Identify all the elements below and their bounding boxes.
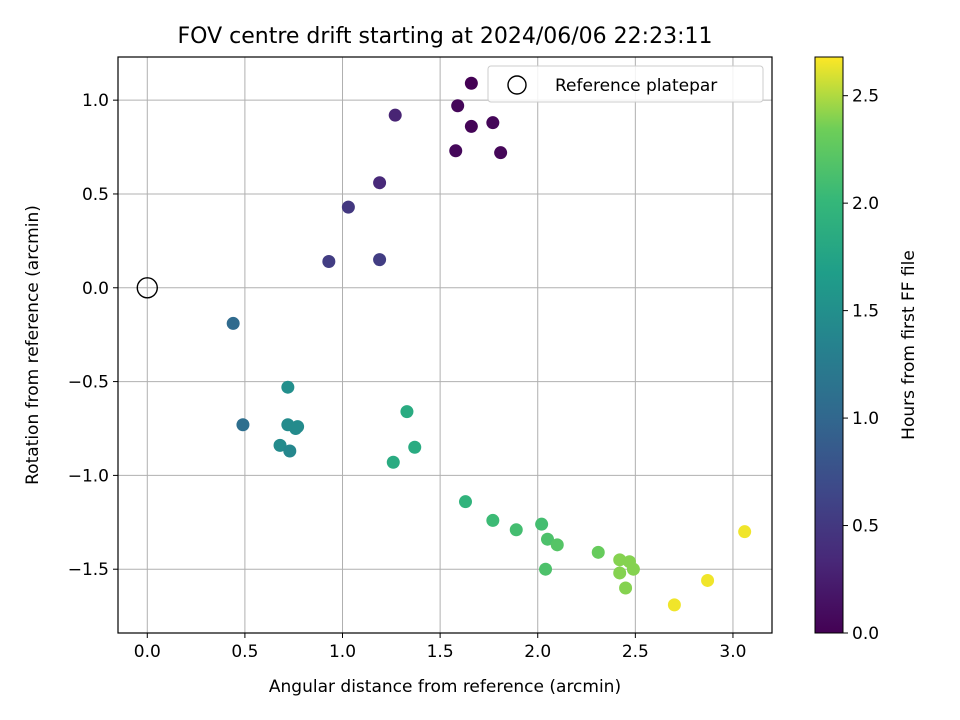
grid-lines [118,57,772,633]
scatter-point [388,108,402,122]
scatter-point [400,405,414,419]
scatter-point [283,444,297,458]
data-points [226,76,752,612]
scatter-point [341,200,355,214]
y-axis-ticks: −1.5 −1.0 −0.5 0.0 0.5 1.0 [68,91,118,580]
colorbar-tick-label: 1.5 [852,302,879,322]
scatter-point [373,176,387,190]
colorbar: 0.0 0.5 1.0 1.5 2.0 2.5 Hours from first FF f… [814,56,919,644]
scatter-point [273,438,287,452]
scatter-point [464,76,478,90]
colorbar-tick-label: 0.0 [852,624,879,644]
legend-box [487,65,764,103]
scatter-point [701,573,715,587]
scatter-point [451,99,465,113]
x-axis-label: Angular distance from reference (arcmin) [269,677,621,697]
scatter-point [613,566,627,580]
scatter-point [386,455,400,469]
scatter-point [613,553,627,567]
scatter-point [738,525,752,539]
x-tick-label: 1.5 [427,642,454,662]
x-tick-label: 0.0 [134,642,161,662]
scatter-point [281,380,295,394]
scatter-point [236,418,250,432]
scatter-point [591,545,605,559]
scatter-point [535,517,549,531]
x-tick-label: 2.0 [524,642,551,662]
colorbar-tick-label: 2.5 [852,87,879,107]
plot-area: 0.0 0.5 1.0 1.5 2.0 2.5 3.0 −1.5 −1.0 −0.5 0.0 0.5… [68,56,773,662]
scatter-point [540,532,554,546]
colorbar-tick-label: 2.0 [852,194,879,214]
scatter-point [291,420,305,434]
scatter-point [626,562,640,576]
y-tick-label: −1.5 [68,560,109,580]
y-tick-label: −1.0 [68,466,109,486]
legend-entry-reference: Reference platepar [555,76,717,96]
scatter-point [408,440,422,454]
x-tick-label: 0.5 [231,642,258,662]
colorbar-label: Hours from first FF file [899,250,919,440]
scatter-point [226,316,240,330]
scatter-point [619,581,633,595]
scatter-point [449,144,463,158]
legend: Reference platepar [487,65,764,103]
y-axis-label: Rotation from reference (arcmin) [23,205,43,485]
x-tick-label: 2.5 [622,642,649,662]
reference-layer [136,277,158,299]
x-axis-ticks: 0.0 0.5 1.0 1.5 2.0 2.5 3.0 [134,633,746,662]
scatter-point [458,495,472,509]
scatter-point [322,255,336,269]
scatter-point [509,523,523,537]
reference-point-marker [136,277,158,299]
colorbar-tick-label: 0.5 [852,517,879,537]
scatter-point [373,253,387,267]
scatter-point [550,538,564,552]
legend-marker [507,75,527,95]
scatter-point [486,116,500,130]
plot-frame [117,56,773,634]
scatter-point [464,119,478,133]
y-tick-label: 0.5 [82,185,109,205]
y-tick-label: 0.0 [82,279,109,299]
colorbar-ticks: 0.0 0.5 1.0 1.5 2.0 2.5 [843,87,879,644]
x-tick-label: 1.0 [329,642,356,662]
y-tick-label: −0.5 [68,373,109,393]
scatter-point [539,562,553,576]
colorbar-tick-label: 1.0 [852,409,879,429]
x-tick-label: 3.0 [719,642,746,662]
colorbar-gradient [814,56,844,634]
scatter-point [486,513,500,527]
scatter-point [667,598,681,612]
y-tick-label: 1.0 [82,91,109,111]
chart-title: FOV centre drift starting at 2024/06/06 … [178,24,713,49]
scatter-point [494,146,508,160]
